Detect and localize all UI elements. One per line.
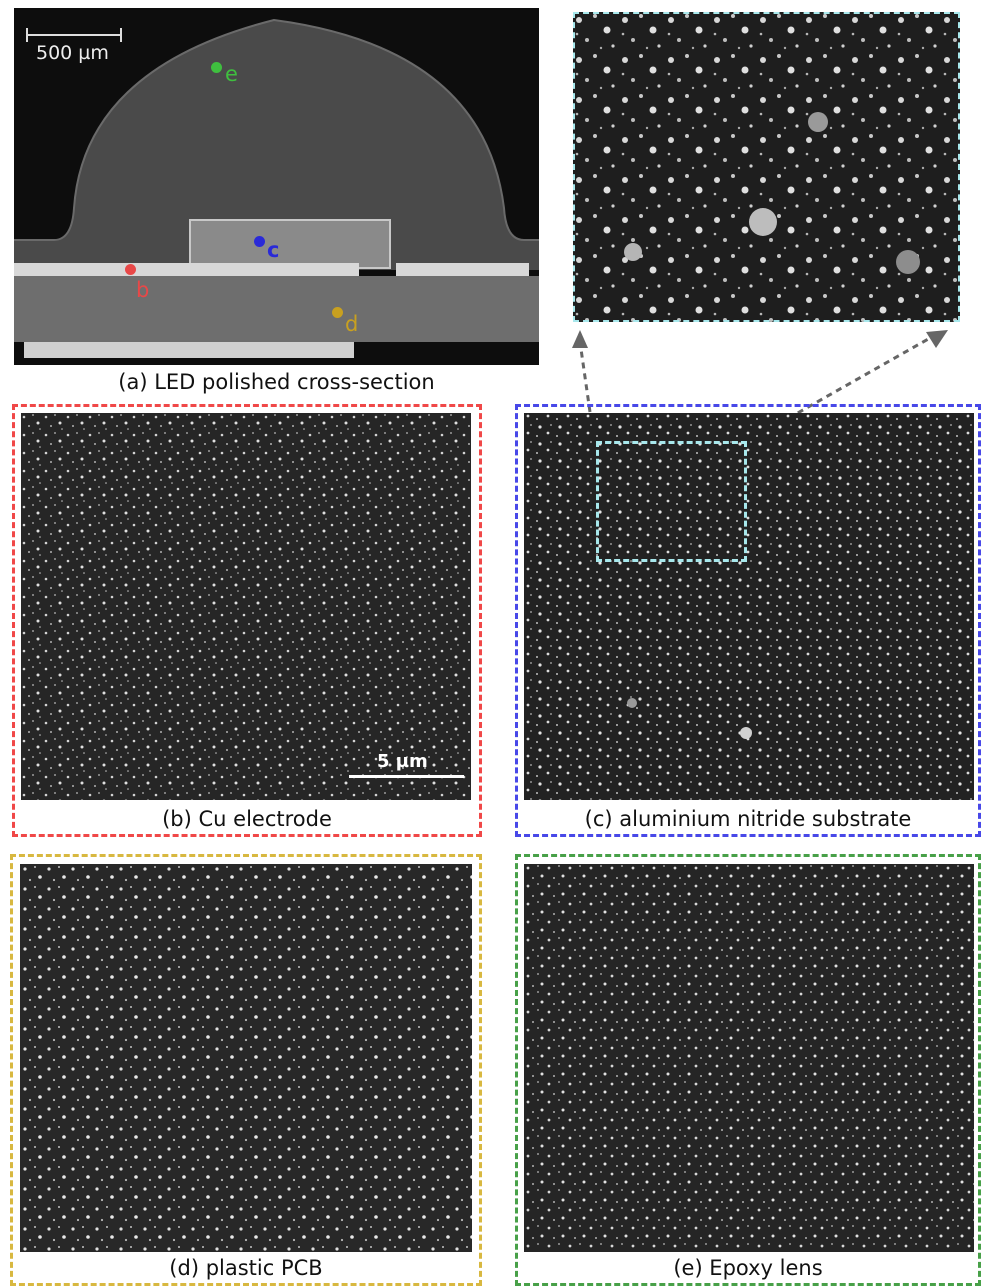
caption-a: (a) LED polished cross-section bbox=[118, 370, 435, 394]
zoom-inset-image bbox=[573, 12, 960, 322]
scale-bar-label: 500 µm bbox=[36, 42, 109, 64]
panel-a: 500 µm e c b d bbox=[14, 8, 539, 365]
zoom-arrows bbox=[572, 330, 948, 420]
panel-e-frame bbox=[515, 854, 981, 1286]
scale-bar-line bbox=[26, 34, 122, 36]
point-c-label: c bbox=[267, 238, 280, 262]
point-d-dot bbox=[332, 307, 343, 318]
point-b-label: b bbox=[136, 278, 150, 302]
point-c-dot bbox=[254, 236, 265, 247]
point-e-dot bbox=[211, 62, 222, 73]
scale-bar-5um-label: 5 µm bbox=[377, 751, 428, 772]
panel-c-image bbox=[524, 413, 974, 800]
zoom-region-box bbox=[596, 441, 747, 562]
panel-d-frame bbox=[10, 854, 482, 1286]
caption-c: (c) aluminium nitride substrate bbox=[584, 807, 912, 831]
zoom-inset-frame bbox=[573, 12, 960, 322]
caption-e: (e) Epoxy lens bbox=[673, 1256, 823, 1280]
caption-d: (d) plastic PCB bbox=[169, 1256, 323, 1280]
led-cross-section-image bbox=[14, 8, 539, 365]
point-b-dot bbox=[125, 264, 136, 275]
panel-e-image bbox=[524, 864, 974, 1252]
panel-b-image: 5 µm bbox=[21, 413, 471, 800]
point-e-label: e bbox=[225, 62, 238, 86]
point-d-label: d bbox=[345, 312, 359, 336]
scale-bar-5um-line bbox=[349, 775, 464, 778]
caption-b: (b) Cu electrode bbox=[162, 807, 332, 831]
panel-c-frame bbox=[515, 404, 981, 837]
scale-bar-tick-left bbox=[26, 28, 28, 42]
scale-bar-tick-right bbox=[120, 28, 122, 42]
panel-b-frame bbox=[12, 404, 482, 837]
panel-d-image bbox=[20, 864, 472, 1252]
